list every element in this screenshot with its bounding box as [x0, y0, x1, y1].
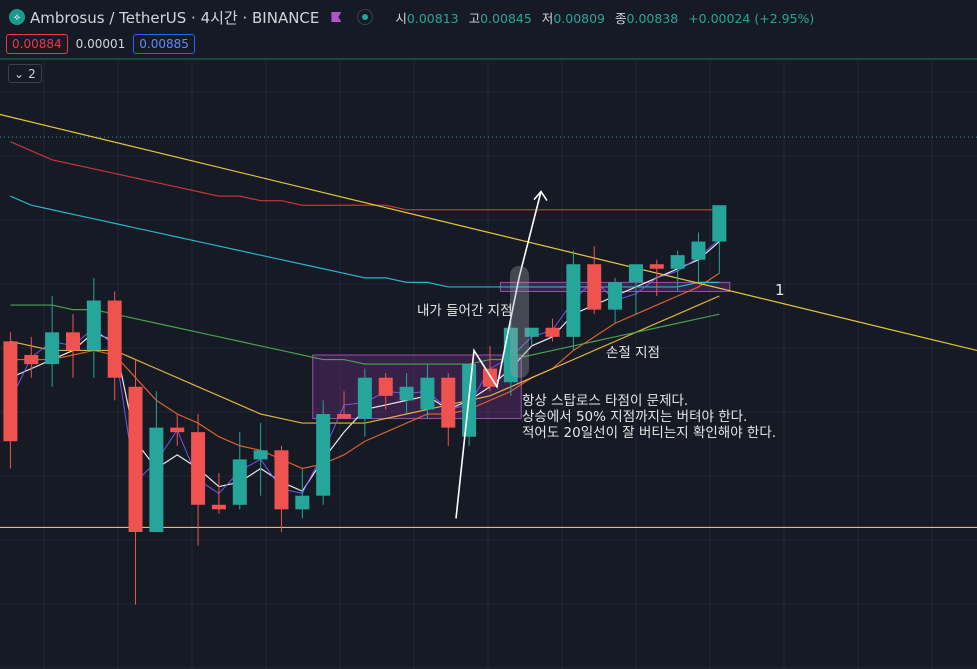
candle-body [3, 341, 18, 442]
open-value: 0.00813 [406, 10, 459, 26]
candle-body [378, 377, 393, 396]
candle-body [191, 432, 206, 505]
candle-body [357, 377, 372, 419]
close-value: 0.00838 [626, 10, 679, 26]
drawn-arrow-head [533, 190, 548, 202]
candle-body [24, 355, 39, 365]
candle-body [441, 377, 456, 428]
ma-line-ma-green [10, 304, 720, 365]
candle-body [253, 450, 268, 460]
candle-body [211, 504, 226, 510]
candle-body [45, 332, 60, 365]
high-label: 고 [468, 10, 481, 26]
candle-body [316, 414, 331, 496]
candle-body [587, 264, 602, 310]
candle-body [712, 205, 727, 242]
candle-body [232, 459, 247, 505]
candle-body [107, 300, 122, 378]
symbol-title[interactable]: Ambrosus / TetherUS · 4시간 · BINANCE [30, 8, 320, 27]
stop-loss-label: 손절 지점 [606, 345, 660, 361]
low-label: 저 [541, 10, 554, 26]
candle-body [691, 241, 706, 260]
candle-body [128, 386, 143, 532]
ambrosus-logo-icon: ⟡ [9, 9, 25, 25]
candle-body [295, 495, 310, 510]
open-label: 시 [395, 10, 407, 26]
candle-body [420, 377, 435, 410]
candle-body [670, 255, 685, 269]
high-value: 0.00845 [480, 10, 532, 26]
change-value: +0.00024 (+2.95%) [688, 10, 815, 26]
candle-body [65, 332, 80, 351]
close-label: 종 [615, 10, 627, 26]
candle-body [274, 450, 289, 510]
trendline [0, 113, 977, 352]
highlight-marker [510, 266, 529, 378]
ohlc-readout: 시0.00813 고0.00845 저0.00809 종0.00838 +0.0… [395, 8, 820, 27]
candle-body [337, 414, 352, 419]
price-boxes: 0.00884 0.00001 0.00885 [6, 34, 195, 54]
indicators-toggle-button[interactable]: ⌄ 2 [8, 64, 42, 83]
candle-body [149, 427, 164, 532]
low-value: 0.00809 [553, 10, 606, 26]
chevron-down-icon: ⌄ [14, 66, 25, 81]
ma-line-ma-red [10, 141, 720, 211]
spread-value: 0.00001 [75, 37, 126, 51]
note-line-2: 상승에서 50% 지점까지는 버텨야 한다. [522, 409, 748, 425]
symbol-header: ⟡ Ambrosus / TetherUS · 4시간 · BINANCE 시0… [0, 6, 977, 28]
candle-body [399, 386, 414, 401]
candle-body [628, 264, 643, 283]
candle-body [566, 264, 581, 337]
candle-body [86, 300, 101, 351]
indicator-count: 2 [28, 66, 36, 81]
note-line-3: 적어도 20일선이 잘 버티는지 확인해야 한다. [522, 425, 777, 441]
candle-body [170, 427, 185, 433]
drawn-arrow-path [455, 191, 542, 519]
entry-point-label: 내가 들어간 지점 [417, 303, 513, 319]
ma-line-ma-orange [10, 272, 720, 470]
flag-icon[interactable] [331, 12, 342, 22]
sell-price-button[interactable]: 0.00884 [6, 34, 68, 54]
candle-body [545, 327, 560, 337]
buy-price-button[interactable]: 0.00885 [133, 34, 195, 54]
zone-number-label: 1 [775, 281, 785, 299]
market-status-icon[interactable] [357, 9, 374, 25]
note-line-1: 항상 스탑로스 타점이 문제다. [522, 393, 689, 409]
candle-body [649, 264, 664, 269]
candle-body [503, 327, 518, 383]
candle-body [524, 327, 539, 337]
zone-box-1 [312, 354, 522, 420]
candle-body [608, 282, 623, 310]
